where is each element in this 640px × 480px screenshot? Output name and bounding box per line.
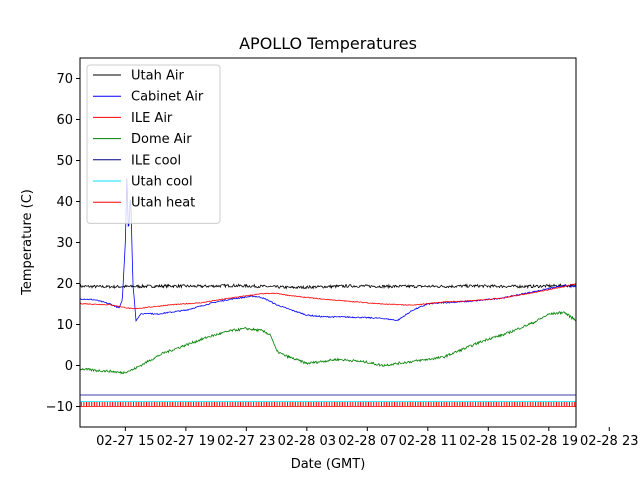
legend-label: Dome Air [131,132,192,147]
x-tick-label: 02-28 03 [278,434,336,449]
x-tick-label: 02-28 19 [520,434,578,449]
legend-label: ILE Air [131,111,173,126]
series-layer [80,178,576,407]
y-tick-label: 20 [56,277,73,292]
y-tick-label: 70 [56,72,73,87]
x-tick-label: 02-28 07 [338,434,396,449]
legend-label: Utah Air [131,69,184,84]
legend: Utah Air Cabinet Air ILE Air Dome Air ILE co… [86,64,221,224]
x-tick-label: 02-28 11 [399,434,457,449]
series-line-utah-heat [80,402,576,407]
y-tick-label: 60 [56,113,73,128]
y-tick-label: −10 [46,400,73,415]
x-tick-label: 02-27 19 [157,434,215,449]
x-axis: 02-27 15 02-27 19 02-27 23 02-28 03 02-28 07… [96,427,638,449]
y-tick-label: 0 [65,359,73,374]
x-tick-label: 02-27 15 [96,434,154,449]
y-tick-label: 30 [56,236,73,251]
x-tick-label: 02-28 23 [580,434,638,449]
legend-label: Utah cool [131,175,193,190]
x-axis-label: Date (GMT) [291,457,366,472]
y-tick-label: 10 [56,318,73,333]
series-line-utah-air [80,283,576,290]
y-tick-label: 40 [56,195,73,210]
series-line-ile-air [80,283,576,310]
x-tick-label: 02-28 15 [459,434,517,449]
chart-title: APOLLO Temperatures [239,34,417,53]
x-tick-label: 02-27 23 [217,434,275,449]
series-line-dome-air [80,311,576,375]
y-axis-label: Temperature (C) [20,189,35,296]
legend-label: Utah heat [131,196,195,211]
legend-box [86,64,221,224]
y-tick-label: 50 [56,154,73,169]
y-axis: −10 0 10 20 30 40 50 60 70 [46,72,80,415]
legend-label: Cabinet Air [131,90,204,105]
legend-label: ILE cool [131,153,181,168]
